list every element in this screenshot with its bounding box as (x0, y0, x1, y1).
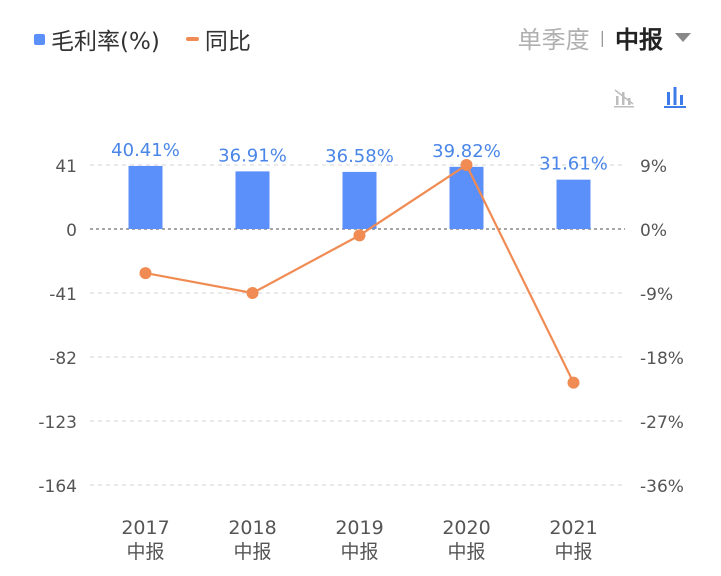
legend-item-yoy[interactable]: 同比 (185, 22, 251, 56)
category-year-label: 2019 (335, 517, 383, 539)
bar-data-label: 36.91% (218, 145, 287, 166)
category-period-label: 中报 (126, 541, 164, 563)
left-axis-tick-label: 41 (55, 157, 77, 177)
line-chart-icon[interactable] (613, 88, 635, 108)
legend-label-yoy: 同比 (204, 29, 251, 55)
bar-swatch-icon (34, 33, 45, 45)
left-axis-tick-label: -82 (49, 349, 77, 369)
period-option-interim[interactable]: 中报 (615, 26, 663, 54)
bar (128, 165, 163, 229)
yoy-point (353, 229, 366, 242)
left-axis-tick-label: 0 (66, 221, 77, 241)
category-period-label: 中报 (340, 541, 378, 563)
chart-type-switcher (585, 86, 687, 108)
legend-item-gross-margin[interactable]: 毛利率(%) (34, 22, 160, 56)
yoy-point (460, 159, 473, 171)
right-axis-tick-label: 9% (640, 157, 667, 177)
bar (235, 171, 270, 229)
yoy-point (567, 376, 580, 389)
legend-label-gross-margin: 毛利率(%) (51, 29, 160, 55)
category-period-label: 中报 (554, 541, 592, 563)
yoy-point (139, 267, 152, 280)
period-option-quarterly[interactable]: 单季度 (517, 26, 590, 54)
bar-data-label: 39.82% (432, 141, 501, 162)
caret-down-icon[interactable] (675, 33, 691, 42)
right-axis-tick-label: -27% (640, 413, 684, 433)
right-axis-tick-label: 0% (640, 221, 667, 241)
category-period-label: 中报 (447, 541, 485, 563)
bar-data-label: 40.41% (111, 140, 180, 161)
category-year-label: 2017 (121, 517, 169, 539)
bar-data-label: 36.58% (325, 146, 394, 167)
right-axis-tick-label: -18% (640, 349, 684, 369)
right-axis-tick-label: -9% (640, 285, 673, 305)
bar (556, 179, 591, 229)
left-axis-tick-label: -164 (38, 477, 77, 497)
left-axis-tick-label: -41 (49, 285, 77, 305)
bar-data-label: 31.61% (539, 154, 608, 175)
period-separator: | (599, 28, 605, 47)
bar (342, 171, 377, 229)
category-year-label: 2020 (442, 517, 490, 539)
legend: 毛利率(%) 同比 (34, 22, 277, 56)
left-axis-tick-label: -123 (38, 413, 77, 433)
line-swatch-icon (185, 37, 199, 41)
bar-chart-icon[interactable] (663, 86, 687, 108)
bar (449, 166, 484, 229)
yoy-point (246, 287, 259, 299)
period-selector: 单季度 | 中报 (518, 20, 691, 55)
right-axis-tick-label: -36% (640, 477, 684, 497)
category-period-label: 中报 (233, 541, 271, 563)
category-year-label: 2021 (549, 517, 597, 539)
category-year-label: 2018 (228, 517, 276, 539)
